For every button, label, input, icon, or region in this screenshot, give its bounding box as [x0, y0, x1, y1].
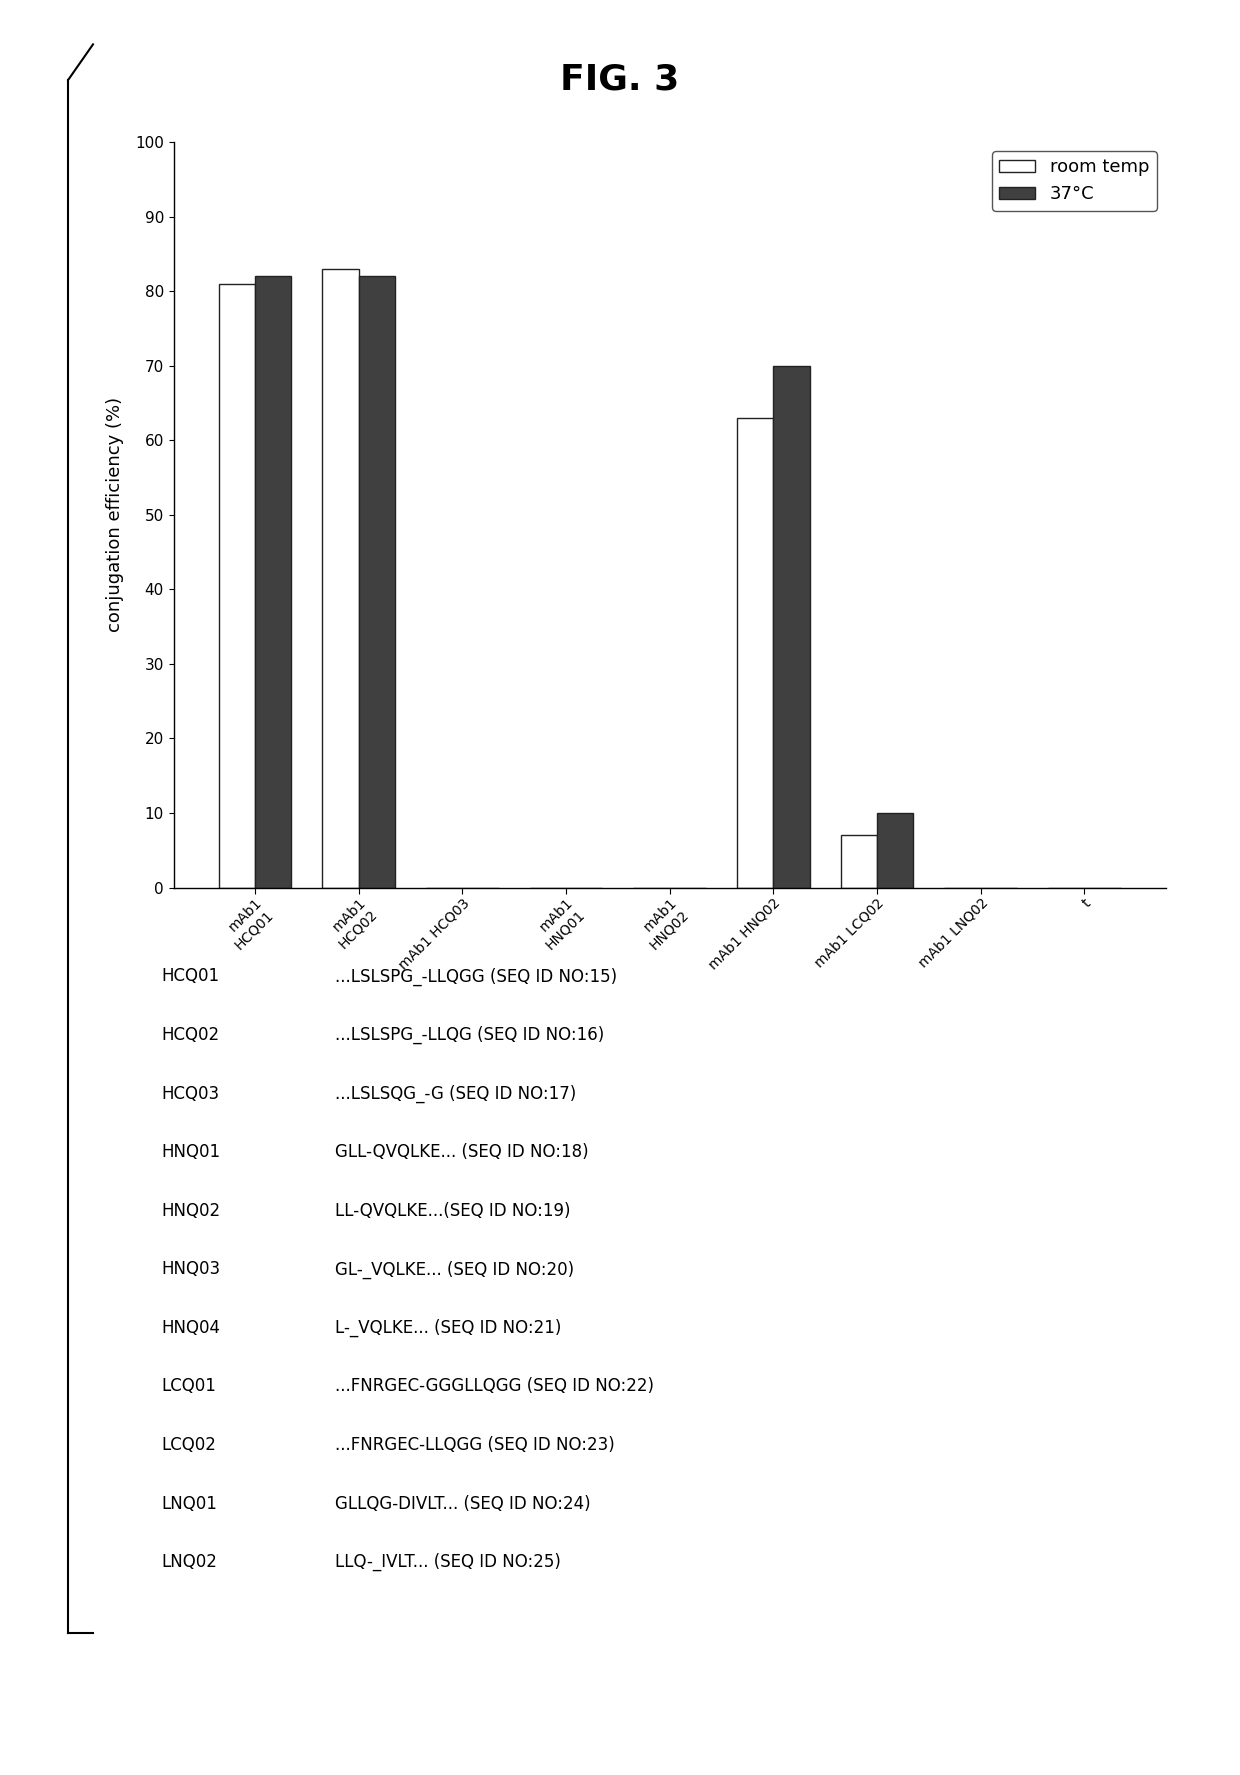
- Text: ...LSLSPG_-LLQGG (SEQ ID NO:15): ...LSLSPG_-LLQGG (SEQ ID NO:15): [335, 967, 618, 985]
- Bar: [358, 277, 394, 887]
- Text: FIG. 3: FIG. 3: [560, 62, 680, 98]
- Bar: [877, 813, 913, 888]
- Text: L-_VQLKE... (SEQ ID NO:21): L-_VQLKE... (SEQ ID NO:21): [335, 1319, 562, 1337]
- Text: GL-_VQLKE... (SEQ ID NO:20): GL-_VQLKE... (SEQ ID NO:20): [335, 1260, 574, 1278]
- Text: LNQ01: LNQ01: [161, 1495, 217, 1512]
- Bar: [841, 836, 877, 888]
- Text: HNQ03: HNQ03: [161, 1260, 221, 1278]
- Text: HNQ01: HNQ01: [161, 1143, 221, 1161]
- Y-axis label: conjugation efficiency (%): conjugation efficiency (%): [105, 398, 124, 632]
- Text: HCQ01: HCQ01: [161, 967, 219, 985]
- Text: ...LSLSPG_-LLQG (SEQ ID NO:16): ...LSLSPG_-LLQG (SEQ ID NO:16): [335, 1026, 604, 1044]
- Legend: room temp, 37°C: room temp, 37°C: [992, 151, 1157, 211]
- Text: LCQ02: LCQ02: [161, 1436, 216, 1454]
- Text: LL-QVQLKE...(SEQ ID NO:19): LL-QVQLKE...(SEQ ID NO:19): [335, 1202, 570, 1219]
- Bar: [774, 366, 810, 888]
- Text: LLQ-_IVLT... (SEQ ID NO:25): LLQ-_IVLT... (SEQ ID NO:25): [335, 1553, 560, 1571]
- Bar: [255, 277, 291, 887]
- Text: HCQ03: HCQ03: [161, 1085, 219, 1102]
- Text: ...LSLSQG_-G (SEQ ID NO:17): ...LSLSQG_-G (SEQ ID NO:17): [335, 1085, 577, 1102]
- Text: GLL-QVQLKE... (SEQ ID NO:18): GLL-QVQLKE... (SEQ ID NO:18): [335, 1143, 589, 1161]
- Text: HNQ02: HNQ02: [161, 1202, 221, 1219]
- Text: LNQ02: LNQ02: [161, 1553, 217, 1571]
- Text: GLLQG-DIVLT... (SEQ ID NO:24): GLLQG-DIVLT... (SEQ ID NO:24): [335, 1495, 590, 1512]
- Text: ...FNRGEC-LLQGG (SEQ ID NO:23): ...FNRGEC-LLQGG (SEQ ID NO:23): [335, 1436, 615, 1454]
- Text: HCQ02: HCQ02: [161, 1026, 219, 1044]
- Text: HNQ04: HNQ04: [161, 1319, 221, 1337]
- Bar: [218, 284, 255, 888]
- Text: ...FNRGEC-GGGLLQGG (SEQ ID NO:22): ...FNRGEC-GGGLLQGG (SEQ ID NO:22): [335, 1377, 653, 1395]
- Text: LCQ01: LCQ01: [161, 1377, 216, 1395]
- Bar: [322, 268, 358, 887]
- Bar: [737, 417, 774, 888]
